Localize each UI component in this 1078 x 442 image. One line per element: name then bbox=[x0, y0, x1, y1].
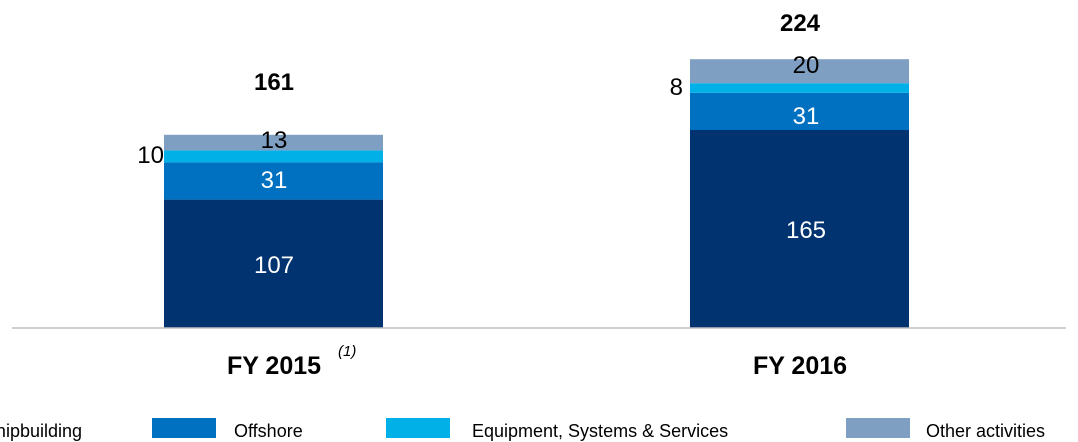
legend-label-equipment: Equipment, Systems & Services bbox=[472, 421, 728, 441]
segment-label-fy2016-equipment: 8 bbox=[670, 74, 683, 101]
legend-swatch-offshore bbox=[152, 418, 216, 438]
category-footnote-fy2015: (1) bbox=[338, 343, 356, 360]
legend-label-other: Other activities bbox=[926, 421, 1045, 441]
legend: Shipbuilding Offshore Equipment, Systems… bbox=[0, 418, 1045, 441]
legend-label-offshore: Offshore bbox=[234, 421, 303, 441]
bar-segment-fy2016-equipment bbox=[690, 83, 909, 93]
segment-label-fy2016-offshore: 31 bbox=[793, 103, 820, 130]
bar-segment-fy2016-shipbuilding bbox=[690, 130, 909, 328]
segment-label-fy2015-shipbuilding: 107 bbox=[254, 252, 294, 279]
legend-swatch-other bbox=[846, 418, 910, 438]
segment-label-fy2015-other: 13 bbox=[261, 127, 288, 154]
segment-label-fy2016-other: 20 bbox=[793, 52, 820, 79]
segment-label-fy2015-offshore: 31 bbox=[261, 167, 288, 194]
total-label-fy2016: 224 bbox=[780, 10, 821, 37]
total-label-fy2015: 161 bbox=[254, 69, 294, 96]
category-label-fy2016: FY 2016 bbox=[753, 352, 847, 380]
category-label-fy2015: FY 2015 bbox=[227, 352, 321, 380]
bar-segment-fy2016-other bbox=[690, 59, 909, 84]
bar-segment-fy2015-shipbuilding bbox=[164, 199, 383, 328]
segment-label-fy2016-shipbuilding: 165 bbox=[786, 217, 826, 244]
legend-swatch-equipment bbox=[386, 418, 450, 438]
bar-segment-fy2015-other bbox=[164, 134, 383, 151]
segment-label-fy2015-equipment: 10 bbox=[137, 142, 164, 169]
bar-segment-fy2016-offshore bbox=[690, 92, 909, 130]
legend-label-shipbuilding: Shipbuilding bbox=[0, 421, 82, 441]
bar-segment-fy2015-equipment bbox=[164, 150, 383, 163]
bar-segment-fy2015-offshore bbox=[164, 162, 383, 200]
